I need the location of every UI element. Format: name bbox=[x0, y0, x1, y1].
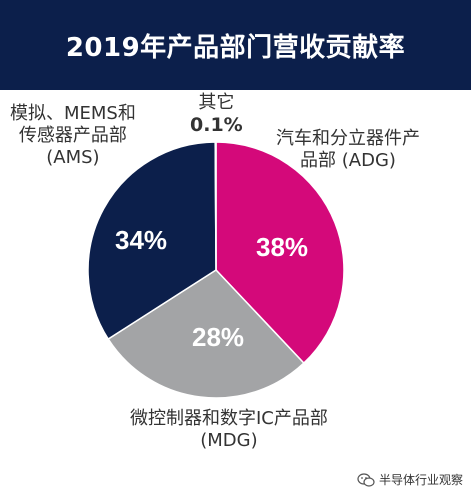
slice-pct-other: 0.1% bbox=[190, 114, 243, 136]
slice-pct-adg: 38% bbox=[256, 232, 309, 262]
slice-label-ams-line1: 模拟、MEMS和 bbox=[10, 103, 136, 124]
slice-label-adg: 汽车和分立器件产 品部 (ADG) bbox=[276, 128, 420, 172]
chart-title: 2019年产品部门营收贡献率 bbox=[65, 32, 406, 63]
pie-slice-adg bbox=[215, 141, 345, 365]
slice-pct-mdg: 28% bbox=[192, 322, 245, 352]
title-bar: 2019年产品部门营收贡献率 bbox=[0, 0, 471, 90]
slice-label-mdg-line2: (MDG) bbox=[200, 430, 258, 451]
pie-slice-mdg bbox=[107, 269, 305, 399]
slice-label-ams: 模拟、MEMS和 传感器产品部 (AMS) bbox=[10, 103, 136, 169]
slice-label-adg-line2: 品部 (ADG) bbox=[300, 150, 396, 171]
slice-label-mdg: 微控制器和数字IC产品部 (MDG) bbox=[130, 408, 328, 452]
slice-pct-ams: 34% bbox=[115, 225, 168, 255]
slice-label-ams-line2: 传感器产品部 bbox=[18, 125, 127, 146]
wechat-icon bbox=[357, 472, 375, 487]
slice-label-other: 其它 0.1% bbox=[190, 92, 243, 136]
slice-label-mdg-line1: 微控制器和数字IC产品部 bbox=[130, 408, 328, 429]
pie-slice-ams bbox=[87, 141, 217, 341]
slice-label-adg-line1: 汽车和分立器件产 bbox=[276, 128, 420, 149]
watermark-text: 半导体行业观察 bbox=[378, 473, 463, 487]
slice-label-other-line1: 其它 bbox=[198, 92, 235, 113]
pie-slice-other bbox=[214, 141, 217, 271]
slice-label-ams-line3: (AMS) bbox=[46, 147, 100, 168]
watermark: 半导体行业观察 bbox=[357, 471, 463, 488]
